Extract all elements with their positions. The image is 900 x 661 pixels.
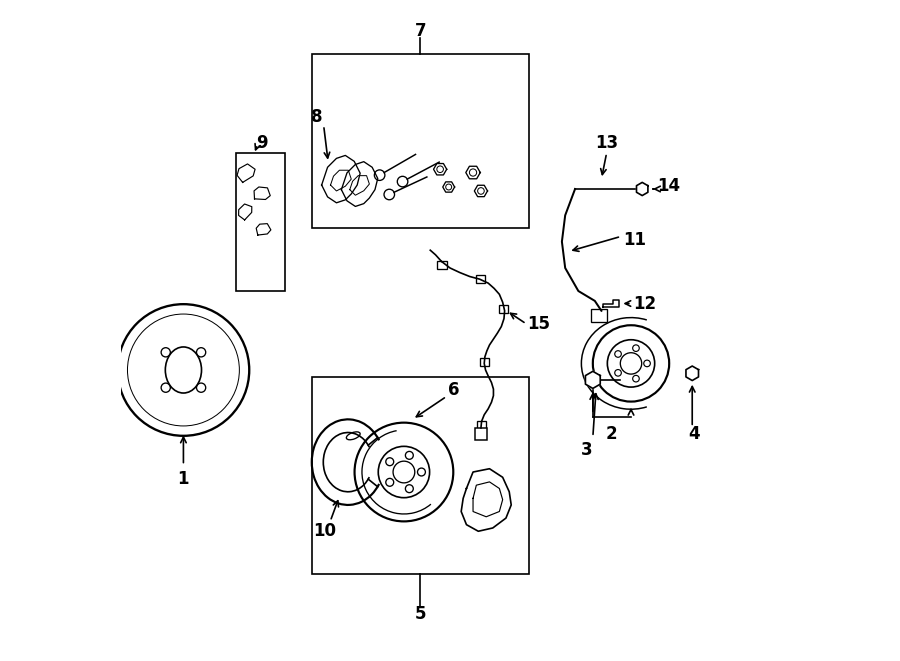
Bar [481, 358, 490, 366]
Bar [499, 305, 508, 313]
Polygon shape [603, 299, 619, 307]
Text: 11: 11 [623, 231, 646, 249]
Text: 5: 5 [415, 605, 426, 623]
Text: 14: 14 [657, 176, 680, 195]
Text: 9: 9 [256, 134, 267, 152]
Bar [477, 421, 486, 429]
Bar [437, 260, 446, 268]
Polygon shape [585, 371, 600, 389]
Bar [591, 309, 608, 322]
Polygon shape [686, 366, 698, 381]
Text: 3: 3 [580, 442, 592, 459]
Polygon shape [461, 469, 511, 531]
Text: 1: 1 [177, 469, 189, 488]
Text: 7: 7 [415, 22, 427, 40]
Text: 13: 13 [595, 134, 618, 152]
Bar [236, 153, 285, 291]
Text: 8: 8 [311, 108, 323, 126]
Text: 12: 12 [633, 295, 656, 313]
Polygon shape [636, 182, 648, 196]
Bar [311, 377, 529, 574]
Bar [476, 275, 485, 283]
Text: 6: 6 [447, 381, 459, 399]
Bar [475, 428, 487, 440]
Text: 4: 4 [688, 425, 700, 443]
Text: 2: 2 [606, 425, 617, 443]
Bar [311, 54, 529, 229]
Text: 15: 15 [527, 315, 551, 333]
Text: 10: 10 [313, 522, 337, 540]
